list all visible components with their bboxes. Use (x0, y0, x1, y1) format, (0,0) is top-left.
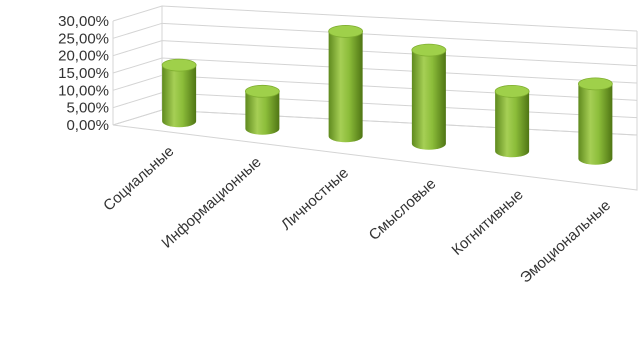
y-tick-label: 15,00% (58, 65, 109, 82)
bars (161, 25, 613, 165)
y-axis-ticks: 0,00%5,00%10,00%15,00%20,00%25,00%30,00% (58, 13, 109, 134)
gridlines (112, 5, 638, 191)
bar-body (411, 50, 446, 150)
category-label: Эмоциональные (517, 197, 614, 287)
bar (494, 84, 530, 158)
category-label: Когнитивные (449, 186, 527, 259)
y-tick-label: 20,00% (58, 48, 109, 65)
bar-top (577, 77, 613, 91)
bar (577, 77, 613, 165)
y-tick-label: 25,00% (58, 30, 109, 47)
category-label: Смысловые (366, 175, 440, 244)
bar-body (578, 83, 613, 165)
category-label: Социальные (100, 143, 177, 215)
bar (328, 25, 364, 143)
bar-body (495, 91, 530, 158)
category-label: Информационные (158, 154, 264, 252)
bar-top (411, 43, 447, 57)
bar-top (244, 84, 280, 98)
gridline (112, 5, 638, 32)
y-tick-label: 5,00% (66, 100, 109, 117)
bar (411, 43, 447, 150)
bar (244, 84, 280, 135)
y-tick-label: 10,00% (58, 82, 109, 99)
y-tick-label: 30,00% (58, 13, 109, 30)
bar-top (494, 84, 530, 98)
bar (161, 58, 197, 128)
bar-body (245, 91, 280, 135)
y-tick-label: 0,00% (66, 117, 109, 134)
bar-body (162, 65, 197, 128)
bar-top (161, 58, 197, 72)
bar-body (328, 31, 363, 143)
category-label: Личностные (278, 164, 352, 233)
bar-top (328, 25, 364, 38)
